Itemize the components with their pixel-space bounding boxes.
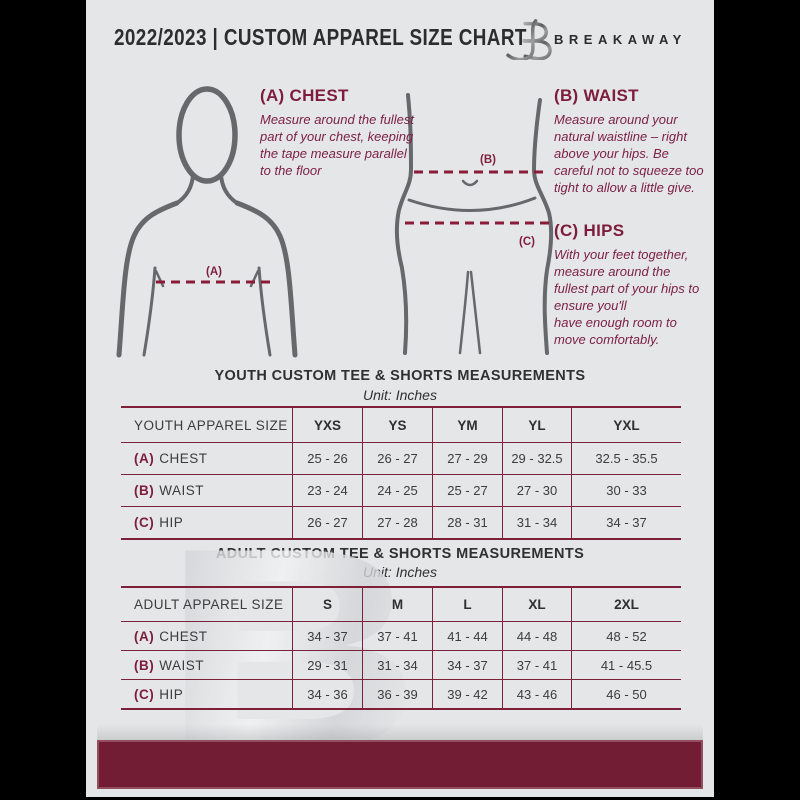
- hips-section-description: With your feet together, measure around …: [554, 247, 700, 347]
- row-letter: (B): [134, 657, 155, 673]
- table-row: (C) HIP 26 - 27 27 - 28 28 - 31 31 - 34 …: [121, 507, 681, 540]
- figure-label-c: (C): [519, 236, 535, 248]
- size-header: YL: [502, 408, 571, 442]
- measurement-cell: 39 - 42: [432, 680, 502, 708]
- chest-section-title: (A) CHEST: [260, 86, 349, 105]
- row-label: (A) CHEST: [121, 443, 292, 474]
- measurement-cell: 24 - 25: [362, 475, 432, 506]
- table-header-row: YOUTH APPAREL SIZE YXS YS YM YL YXL: [121, 408, 681, 443]
- body-measurement-diagram: (A) (B) (C): [116, 86, 554, 358]
- footer-band: [97, 740, 703, 789]
- hips-section-title: (C) HIPS: [554, 221, 625, 240]
- row-name: HIP: [159, 686, 184, 702]
- measurement-cell: 27 - 28: [362, 507, 432, 538]
- measurement-cell: 31 - 34: [502, 507, 571, 538]
- adult-table-unit: Unit: Inches: [86, 564, 714, 580]
- measurement-cell: 44 - 48: [502, 622, 571, 650]
- measurement-cell: 31 - 34: [362, 651, 432, 679]
- size-header: YXL: [571, 408, 681, 442]
- adult-table-title: ADULT CUSTOM TEE & SHORTS MEASUREMENTS: [216, 546, 585, 562]
- lower-body-figure: [394, 93, 554, 355]
- measurement-cell: 34 - 37: [432, 651, 502, 679]
- measurement-cell: 25 - 26: [292, 443, 362, 474]
- row-letter: (C): [134, 515, 155, 530]
- measurement-cell: 26 - 27: [362, 443, 432, 474]
- row-label: (B) WAIST: [121, 475, 292, 506]
- measurement-cell: 28 - 31: [432, 507, 502, 538]
- youth-size-table: YOUTH APPAREL SIZE YXS YS YM YL YXL (A) …: [121, 406, 681, 540]
- row-label: (A) CHEST: [121, 622, 292, 650]
- youth-table-unit: Unit: Inches: [363, 387, 437, 403]
- measurement-cell: 41 - 45.5: [571, 651, 681, 679]
- row-name: CHEST: [159, 451, 208, 466]
- measurement-cell: 25 - 27: [432, 475, 502, 506]
- measurement-cell: 32.5 - 35.5: [571, 443, 681, 474]
- adult-size-table: ADULT APPAREL SIZE S M L XL 2XL (A) CHES…: [121, 586, 681, 710]
- breakaway-logo-icon: [506, 19, 552, 60]
- size-header: L: [432, 588, 502, 621]
- size-header: YXS: [292, 408, 362, 442]
- row-name: WAIST: [159, 483, 204, 498]
- measurement-cell: 36 - 39: [362, 680, 432, 708]
- table-header-row: ADULT APPAREL SIZE S M L XL 2XL: [121, 588, 681, 622]
- measurement-cell: 29 - 31: [292, 651, 362, 679]
- measurement-cell: 30 - 33: [571, 475, 681, 506]
- row-label: (C) HIP: [121, 680, 292, 708]
- measurement-cell: 27 - 30: [502, 475, 571, 506]
- table-row: (B) WAIST 29 - 31 31 - 34 34 - 37 37 - 4…: [121, 651, 681, 680]
- page-title: 2022/2023 | CUSTOM APPAREL SIZE CHART: [114, 24, 527, 50]
- measurement-cell: 27 - 29: [432, 443, 502, 474]
- measurement-cell: 26 - 27: [292, 507, 362, 538]
- size-header: YS: [362, 408, 432, 442]
- measurement-cell: 46 - 50: [571, 680, 681, 708]
- measurement-cell: 48 - 52: [571, 622, 681, 650]
- waist-section-description: Measure around your natural waistline – …: [554, 112, 704, 195]
- size-column-header: YOUTH APPAREL SIZE: [134, 417, 288, 433]
- youth-table-title: YOUTH CUSTOM TEE & SHORTS MEASUREMENTS: [214, 368, 586, 384]
- measurement-cell: 37 - 41: [502, 651, 571, 679]
- row-letter: (B): [134, 483, 155, 498]
- size-header: S: [292, 588, 362, 621]
- measurement-cell: 34 - 37: [571, 507, 681, 538]
- table-row: (C) HIP 34 - 36 36 - 39 39 - 42 43 - 46 …: [121, 680, 681, 710]
- measurement-cell: 37 - 41: [362, 622, 432, 650]
- row-letter: (A): [134, 628, 155, 644]
- figure-label-a: (A): [206, 266, 222, 278]
- row-letter: (C): [134, 686, 155, 702]
- footer-band-shadow: [97, 724, 703, 740]
- figure-label-b: (B): [480, 154, 496, 166]
- size-header: XL: [502, 588, 571, 621]
- size-header: 2XL: [571, 588, 681, 621]
- row-name: CHEST: [159, 628, 208, 644]
- table-row: (A) CHEST 25 - 26 26 - 27 27 - 29 29 - 3…: [121, 443, 681, 475]
- measurement-cell: 34 - 36: [292, 680, 362, 708]
- chest-section-description: Measure around the fullest part of your …: [260, 112, 414, 178]
- table-row: (B) WAIST 23 - 24 24 - 25 25 - 27 27 - 3…: [121, 475, 681, 507]
- waist-section-title: (B) WAIST: [554, 86, 639, 105]
- row-name: WAIST: [159, 657, 204, 673]
- row-name: HIP: [159, 515, 184, 530]
- measurement-cell: 43 - 46: [502, 680, 571, 708]
- row-label: (C) HIP: [121, 507, 292, 538]
- brand-name: BREAKAWAY: [554, 32, 687, 47]
- size-column-header: ADULT APPAREL SIZE: [134, 597, 284, 612]
- measurement-cell: 23 - 24: [292, 475, 362, 506]
- size-header: M: [362, 588, 432, 621]
- upper-body-figure: [116, 86, 298, 358]
- measurement-cell: 34 - 37: [292, 622, 362, 650]
- measurement-cell: 29 - 32.5: [502, 443, 571, 474]
- row-letter: (A): [134, 451, 155, 466]
- size-header: YM: [432, 408, 502, 442]
- row-label: (B) WAIST: [121, 651, 292, 679]
- size-chart-page: 2022/2023 | CUSTOM APPAREL SIZE CHART BR…: [86, 0, 714, 797]
- measurement-cell: 41 - 44: [432, 622, 502, 650]
- table-row: (A) CHEST 34 - 37 37 - 41 41 - 44 44 - 4…: [121, 622, 681, 651]
